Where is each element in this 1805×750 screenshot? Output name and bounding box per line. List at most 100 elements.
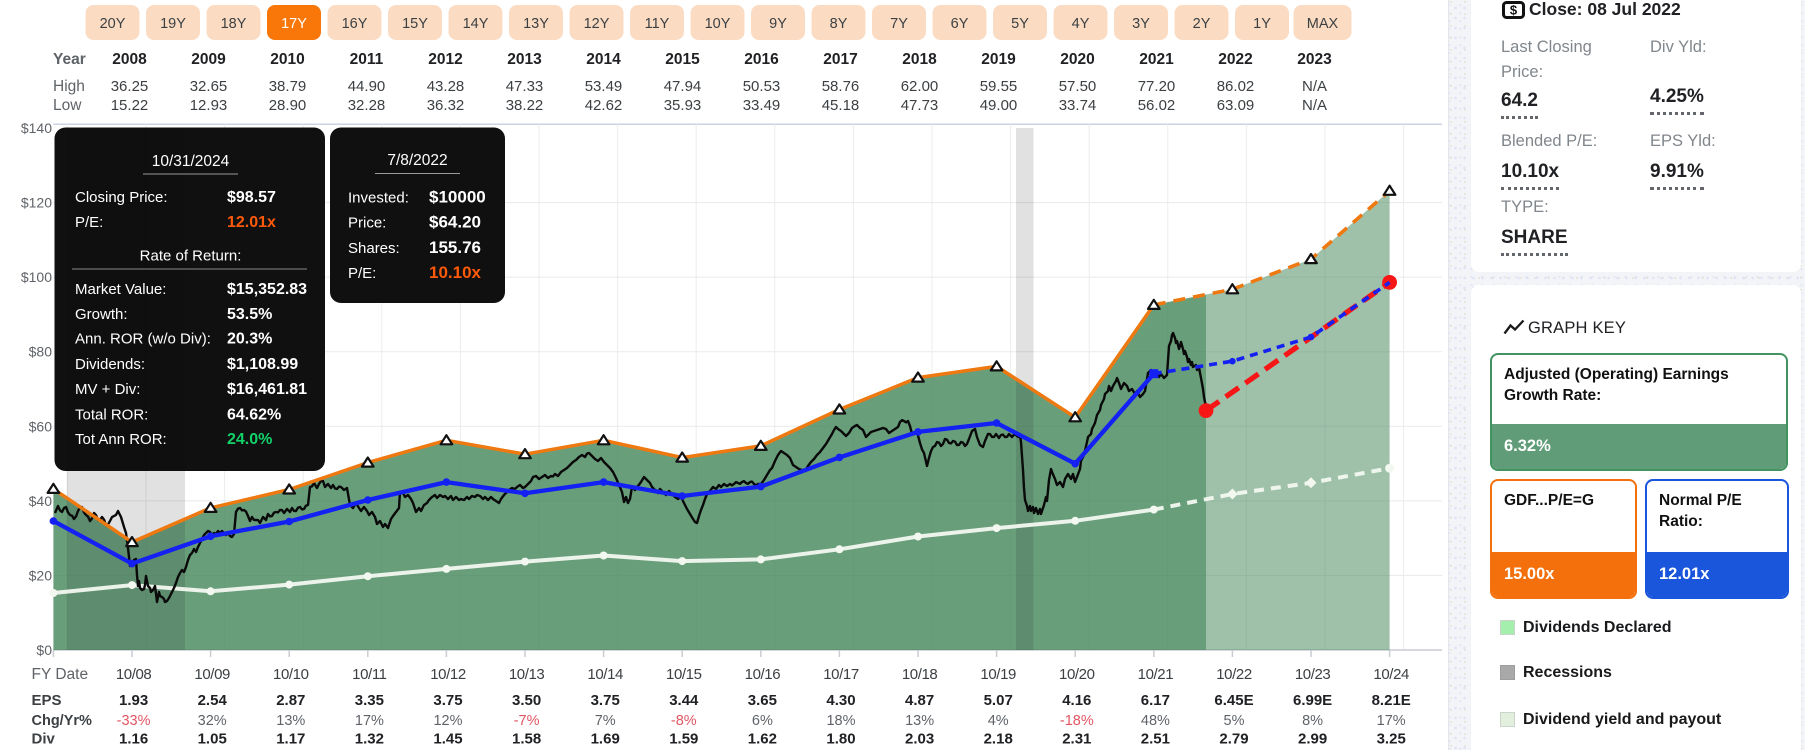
svg-text:10/24: 10/24: [1373, 666, 1409, 683]
svg-text:$10000: $10000: [429, 188, 486, 207]
svg-text:1.16: 1.16: [119, 731, 148, 748]
svg-text:17%: 17%: [1377, 713, 1406, 729]
svg-text:59.55: 59.55: [980, 78, 1018, 95]
svg-text:5Y: 5Y: [1011, 16, 1029, 32]
svg-text:18%: 18%: [826, 713, 855, 729]
svg-text:$60: $60: [29, 418, 53, 434]
svg-text:$120: $120: [21, 195, 52, 211]
svg-text:3.75: 3.75: [433, 692, 462, 709]
svg-text:2018: 2018: [902, 51, 937, 68]
svg-text:56.02: 56.02: [1138, 97, 1176, 114]
svg-text:2012: 2012: [428, 51, 462, 68]
svg-text:8%: 8%: [1302, 713, 1323, 729]
svg-text:Price:: Price:: [348, 215, 386, 232]
svg-text:$20: $20: [29, 567, 53, 583]
svg-text:35.93: 35.93: [664, 97, 702, 114]
svg-text:2008: 2008: [112, 51, 147, 68]
svg-text:Shares:: Shares:: [348, 240, 400, 257]
svg-text:Year: Year: [53, 51, 86, 68]
svg-text:2Y: 2Y: [1193, 16, 1211, 32]
svg-text:7Y: 7Y: [890, 16, 908, 32]
svg-text:86.02: 86.02: [1217, 78, 1255, 95]
svg-text:2.03: 2.03: [905, 731, 934, 748]
svg-text:7%: 7%: [595, 713, 616, 729]
svg-text:10/16: 10/16: [745, 666, 781, 683]
svg-text:2017: 2017: [823, 51, 857, 68]
svg-text:4Y: 4Y: [1072, 16, 1090, 32]
svg-text:10/31/2024: 10/31/2024: [152, 153, 230, 170]
svg-text:63.09: 63.09: [1217, 97, 1255, 114]
svg-text:2.51: 2.51: [1141, 731, 1170, 748]
svg-text:42.62: 42.62: [585, 97, 623, 114]
svg-text:10/11: 10/11: [352, 666, 386, 683]
svg-text:6Y: 6Y: [951, 16, 969, 32]
svg-text:7/8/2022: 7/8/2022: [387, 152, 447, 169]
svg-text:33.49: 33.49: [743, 97, 781, 114]
svg-text:9Y: 9Y: [769, 16, 787, 32]
svg-text:N/A: N/A: [1302, 97, 1327, 114]
svg-text:38.22: 38.22: [506, 97, 544, 114]
svg-text:Closing Price:: Closing Price:: [75, 189, 168, 206]
svg-text:1.17: 1.17: [276, 731, 305, 748]
svg-text:1.58: 1.58: [512, 731, 541, 748]
svg-text:Invested:: Invested:: [348, 190, 409, 207]
svg-text:6.17: 6.17: [1141, 692, 1170, 709]
svg-text:11Y: 11Y: [645, 16, 670, 32]
svg-text:3.25: 3.25: [1377, 731, 1406, 748]
svg-text:28.90: 28.90: [269, 97, 307, 114]
svg-text:2023: 2023: [1297, 51, 1332, 68]
svg-text:$1,108.99: $1,108.99: [227, 356, 298, 373]
svg-text:47.94: 47.94: [664, 78, 702, 95]
svg-text:10/21: 10/21: [1138, 666, 1174, 683]
svg-text:2.99: 2.99: [1298, 731, 1327, 748]
svg-text:P/E:: P/E:: [75, 214, 103, 231]
svg-text:3.35: 3.35: [355, 692, 384, 709]
svg-text:43.28: 43.28: [427, 78, 465, 95]
svg-text:6.99E: 6.99E: [1293, 692, 1332, 709]
svg-text:53.5%: 53.5%: [227, 306, 272, 323]
svg-text:2010: 2010: [270, 51, 304, 68]
svg-text:6%: 6%: [752, 713, 773, 729]
svg-text:4%: 4%: [988, 713, 1009, 729]
svg-text:47.73: 47.73: [901, 97, 939, 114]
svg-text:64.62%: 64.62%: [227, 407, 281, 424]
svg-text:10/14: 10/14: [587, 666, 623, 683]
svg-text:38.79: 38.79: [269, 78, 307, 95]
svg-text:12.93: 12.93: [190, 97, 228, 114]
svg-text:5.07: 5.07: [984, 692, 1013, 709]
svg-text:10/20: 10/20: [1059, 666, 1095, 683]
svg-text:1.45: 1.45: [433, 731, 462, 748]
svg-text:18Y: 18Y: [221, 16, 247, 32]
svg-text:-8%: -8%: [671, 713, 697, 729]
svg-text:3.65: 3.65: [748, 692, 777, 709]
svg-text:10/15: 10/15: [666, 666, 702, 683]
svg-text:13%: 13%: [276, 713, 305, 729]
svg-text:12.01x: 12.01x: [227, 214, 276, 231]
svg-text:45.18: 45.18: [822, 97, 860, 114]
svg-text:3.50: 3.50: [512, 692, 541, 709]
svg-text:12%: 12%: [433, 713, 462, 729]
svg-text:High: High: [53, 78, 85, 95]
svg-text:MV + Div:: MV + Div:: [75, 381, 140, 398]
svg-text:Chg/Yr%: Chg/Yr%: [32, 713, 93, 729]
svg-text:Dividends:: Dividends:: [75, 356, 145, 373]
svg-text:13Y: 13Y: [523, 16, 549, 32]
svg-text:10/10: 10/10: [273, 666, 309, 683]
svg-text:2.54: 2.54: [198, 692, 228, 709]
svg-text:20Y: 20Y: [100, 16, 126, 32]
svg-text:24.0%: 24.0%: [227, 431, 272, 448]
svg-text:8.21E: 8.21E: [1372, 692, 1411, 709]
svg-text:33.74: 33.74: [1059, 97, 1097, 114]
svg-text:47.33: 47.33: [506, 78, 544, 95]
svg-text:14Y: 14Y: [463, 16, 489, 32]
svg-text:12Y: 12Y: [584, 16, 610, 32]
svg-text:$80: $80: [29, 344, 53, 360]
svg-text:1.59: 1.59: [669, 731, 698, 748]
svg-text:2022: 2022: [1218, 51, 1252, 68]
svg-text:1.80: 1.80: [826, 731, 855, 748]
svg-text:10/12: 10/12: [430, 666, 466, 683]
svg-text:44.90: 44.90: [348, 78, 386, 95]
svg-text:2016: 2016: [744, 51, 779, 68]
svg-text:10/13: 10/13: [509, 666, 545, 683]
svg-text:15.22: 15.22: [111, 97, 149, 114]
